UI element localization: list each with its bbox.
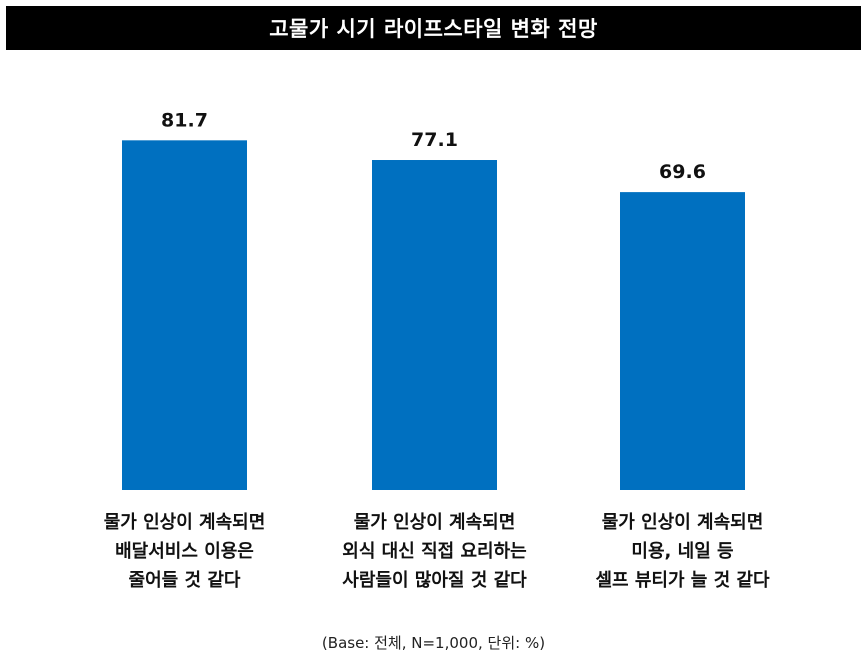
category-label-line: 미용, 네일 등 — [631, 541, 734, 562]
category-label-line: 외식 대신 직접 요리하는 — [342, 541, 527, 562]
category-label-line: 배달서비스 이용은 — [115, 541, 254, 562]
category-label-line: 줄어들 것 같다 — [128, 570, 241, 591]
category-label-line: 물가 인상이 계속되면 — [103, 512, 266, 533]
bar-2 — [372, 160, 497, 490]
category-label-line: 물가 인상이 계속되면 — [353, 512, 516, 533]
bar-3 — [620, 192, 745, 490]
bar-1 — [122, 140, 247, 490]
value-label-3: 69.6 — [659, 161, 706, 183]
category-label-line: 셀프 뷰티가 늘 것 같다 — [595, 570, 770, 591]
chart-title: 고물가 시기 라이프스타일 변화 전망 — [269, 17, 598, 41]
value-label-2: 77.1 — [411, 129, 458, 151]
category-label-line: 물가 인상이 계속되면 — [601, 512, 764, 533]
category-label-line: 사람들이 많아질 것 같다 — [342, 570, 527, 591]
value-label-1: 81.7 — [161, 109, 208, 131]
chart-title-bar: 고물가 시기 라이프스타일 변화 전망 — [6, 6, 861, 50]
chart-footnote: (Base: 전체, N=1,000, 단위: %) — [321, 634, 546, 652]
